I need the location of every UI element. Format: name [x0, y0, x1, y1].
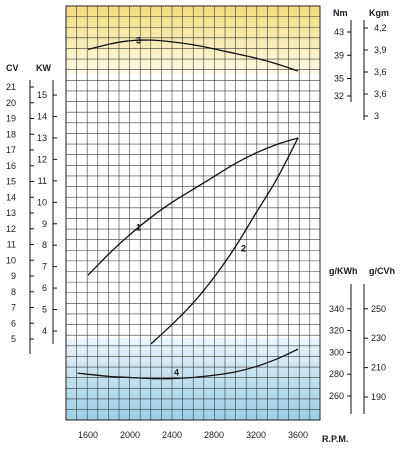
kw-tick-label: 9	[42, 219, 47, 229]
cv-tick-label: 16	[6, 161, 16, 171]
kw-tick-label: 11	[38, 176, 47, 186]
cv-tick-label: 19	[6, 114, 16, 124]
kw-tick-label: 4	[42, 326, 47, 336]
x-tick-label: 2000	[120, 430, 140, 440]
gkwh-tick-label: 320	[329, 326, 344, 336]
cv-tick-label: 21	[6, 82, 16, 92]
kgm-tick-label: 3,9	[374, 45, 387, 55]
kw-tick-label: 15	[37, 90, 47, 100]
axis-label-kgm: Kgm	[369, 8, 389, 18]
cv-tick-label: 12	[6, 224, 16, 234]
cv-tick-label: 13	[6, 208, 16, 218]
axis-tick-labels: 5678910111213141516171819202145678910111…	[6, 23, 387, 440]
cv-tick-label: 7	[11, 303, 16, 313]
kgm-tick-label: 3,6	[374, 89, 387, 99]
kgm-tick-label: 4,2	[374, 23, 387, 33]
chart-curves	[77, 39, 299, 380]
cv-tick-label: 20	[6, 98, 16, 108]
gkwh-tick-label: 300	[329, 347, 344, 357]
x-tick-label: 2400	[162, 430, 182, 440]
cv-tick-label: 18	[6, 129, 16, 139]
axis-label-cv: CV	[6, 63, 19, 73]
x-tick-label: 2800	[204, 430, 224, 440]
kw-tick-label: 7	[42, 262, 47, 272]
x-tick-label: 1600	[78, 430, 98, 440]
cv-tick-label: 15	[6, 177, 16, 187]
axis-label-gkwh: g/KWh	[329, 266, 358, 276]
gkwh-tick-label: 340	[329, 304, 344, 314]
curve-4-line	[77, 348, 299, 380]
x-tick-label: 3200	[246, 430, 266, 440]
cv-tick-label: 17	[6, 145, 16, 155]
plot-frame	[65, 5, 321, 421]
x-tick-label: 3600	[288, 430, 308, 440]
gcvh-tick-label: 190	[371, 392, 386, 402]
cv-tick-label: 6	[11, 318, 16, 328]
kw-tick-label: 10	[37, 197, 47, 207]
kw-tick-label: 5	[42, 305, 47, 315]
axis-label-kw: KW	[36, 63, 51, 73]
cv-tick-label: 9	[11, 271, 16, 281]
axis-label-gcvh: g/CVh	[369, 266, 395, 276]
curve-3-line	[87, 39, 299, 72]
gcvh-tick-label: 230	[371, 333, 386, 343]
kgm-tick-label: 3,6	[374, 67, 387, 77]
curve-2-label: 2	[241, 243, 246, 253]
curve-4-label: 4	[174, 368, 179, 378]
x-axis-label: R.P.M.	[322, 434, 348, 444]
kw-tick-label: 8	[42, 240, 47, 250]
cv-tick-label: 11	[7, 240, 16, 250]
nm-tick-label: 39	[334, 50, 344, 60]
curve-3-label: 3	[136, 36, 141, 46]
curve-labels: 1 2 3 4	[136, 36, 246, 378]
gcvh-tick-label: 210	[371, 363, 386, 373]
kgm-tick-label: 3	[374, 111, 379, 121]
cv-tick-label: 14	[6, 192, 16, 202]
kw-tick-label: 6	[42, 283, 47, 293]
curve-1-line	[87, 137, 299, 276]
nm-tick-label: 43	[334, 27, 344, 37]
kw-tick-label: 12	[37, 154, 47, 164]
cv-tick-label: 5	[11, 334, 16, 344]
nm-tick-label: 35	[334, 74, 344, 84]
chart-axes	[29, 20, 365, 414]
cv-tick-label: 10	[6, 255, 16, 265]
gkwh-tick-label: 260	[329, 391, 344, 401]
nm-tick-label: 32	[334, 91, 344, 101]
kw-tick-label: 14	[37, 112, 47, 122]
axis-label-nm: Nm	[333, 8, 348, 18]
gkwh-tick-label: 280	[329, 369, 344, 379]
curve-1-label: 1	[136, 222, 141, 232]
cv-tick-label: 8	[11, 287, 16, 297]
curve-2-line	[150, 137, 299, 345]
kw-tick-label: 13	[37, 133, 47, 143]
gcvh-tick-label: 250	[371, 304, 386, 314]
chart-grid	[65, 5, 321, 421]
